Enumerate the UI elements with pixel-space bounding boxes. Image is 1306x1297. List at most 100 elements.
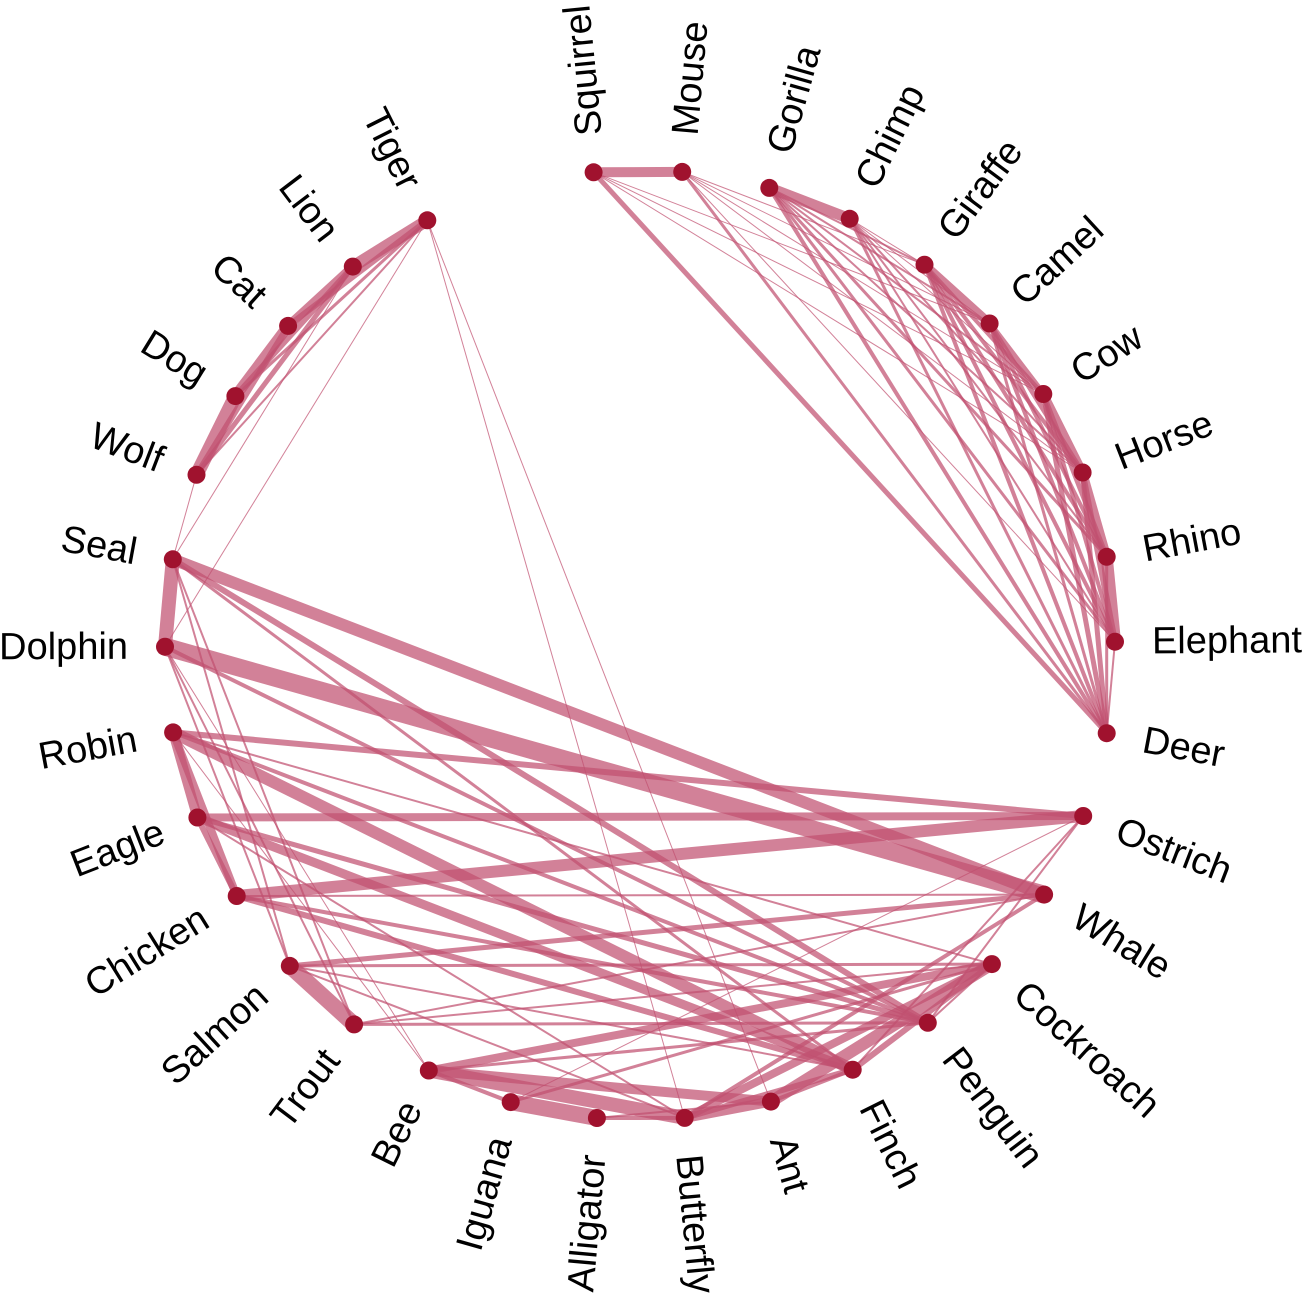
node-label-robin: Robin	[35, 719, 140, 779]
edge-cow-elephant	[1041, 393, 1117, 643]
node-label-horse: Horse	[1109, 403, 1219, 479]
edge-camel-deer	[988, 323, 1109, 734]
node-dog	[226, 387, 245, 406]
edge-butterfly-whale	[683, 892, 1046, 1120]
node-chicken	[227, 887, 246, 905]
edge-cow-deer	[1040, 393, 1110, 734]
edge-chimp-elephant	[848, 218, 1116, 643]
edge-robin-cockroach	[172, 731, 993, 966]
edge-bee-iguana	[428, 1068, 512, 1104]
edge-iguana-cockroach	[510, 962, 993, 1104]
node-seal	[163, 550, 182, 569]
nodes-layer	[156, 162, 1124, 1127]
edge-mouse-horse	[681, 171, 1083, 473]
node-label-bee: Bee	[363, 1094, 431, 1173]
node-gorilla	[760, 178, 779, 197]
edge-dolphin-penguin	[164, 644, 929, 1025]
node-alligator	[587, 1109, 606, 1127]
edge-robin-bee	[172, 732, 430, 1071]
node-label-cat: Cat	[203, 246, 275, 317]
node-iguana	[501, 1093, 520, 1112]
edge-bee-ant	[428, 1065, 772, 1107]
node-cockroach	[982, 955, 1001, 974]
node-label-whale: Whale	[1065, 896, 1179, 988]
node-label-dog: Dog	[134, 322, 215, 394]
edge-eagle-chicken	[194, 816, 240, 898]
edge-penguin-ostrich	[927, 815, 1084, 1024]
edge-trout-cockroach	[354, 963, 992, 1026]
edge-eagle-ostrich	[197, 812, 1084, 822]
node-penguin	[918, 1013, 937, 1032]
node-deer	[1097, 724, 1116, 743]
edge-robin-ostrich	[172, 729, 1084, 819]
edge-chicken-ostrich	[236, 810, 1084, 902]
node-label-rhino: Rhino	[1139, 511, 1244, 571]
node-label-chimp: Chimp	[847, 78, 933, 195]
node-label-cockroach: Cockroach	[1005, 973, 1168, 1126]
node-label-dolphin: Dolphin	[0, 626, 128, 668]
edge-chimp-giraffe	[849, 218, 925, 266]
edge-lion-wolf	[194, 265, 355, 477]
edge-lion-seal	[172, 266, 354, 560]
node-label-giraffe: Giraffe	[930, 132, 1032, 248]
edge-tiger-wolf	[195, 219, 429, 476]
node-camel	[980, 314, 999, 333]
edge-chimp-deer	[848, 218, 1109, 734]
edge-trout-penguin	[354, 1021, 928, 1026]
node-trout	[345, 1015, 364, 1034]
edge-dog-wolf	[190, 392, 242, 478]
node-label-cow: Cow	[1064, 316, 1151, 392]
node-label-tiger: Tiger	[354, 102, 430, 197]
node-label-trout: Trout	[263, 1041, 349, 1136]
edge-tiger-ant	[426, 220, 772, 1102]
edge-seal-trout	[171, 558, 356, 1025]
node-label-penguin: Penguin	[934, 1040, 1052, 1176]
node-horse	[1073, 463, 1092, 482]
edge-dolphin-salmon	[164, 646, 291, 967]
node-label-chicken: Chicken	[78, 898, 217, 1006]
edge-mouse-deer	[681, 170, 1108, 735]
edge-gorilla-deer	[767, 186, 1109, 735]
node-label-wolf: Wolf	[84, 415, 170, 481]
edge-seal-penguin	[171, 556, 930, 1026]
node-wolf	[187, 465, 206, 484]
node-whale	[1035, 885, 1054, 904]
edge-gorilla-chimp	[767, 182, 852, 224]
edge-seal-whale	[170, 553, 1047, 901]
edge-salmon-finch	[289, 964, 853, 1071]
edges-layer	[158, 166, 1121, 1126]
node-rhino	[1097, 547, 1116, 566]
edge-bee-penguin	[428, 1021, 928, 1072]
edge-penguin-cockroach	[927, 963, 993, 1024]
edge-iguana-alligator	[509, 1094, 599, 1126]
node-cat	[279, 316, 298, 335]
node-dolphin	[156, 637, 174, 656]
edge-salmon-cockroach	[289, 962, 992, 968]
edge-iguana-ostrich	[510, 815, 1084, 1103]
node-label-gorilla: Gorilla	[759, 40, 830, 158]
edge-gorilla-rhino	[768, 186, 1108, 558]
node-ant	[761, 1092, 780, 1111]
edge-eagle-penguin	[196, 815, 929, 1026]
node-butterfly	[675, 1108, 694, 1127]
edge-horse-deer	[1080, 472, 1110, 734]
edge-salmon-whale	[289, 892, 1045, 969]
node-label-lion: Lion	[270, 167, 347, 250]
edge-wolf-seal	[172, 474, 197, 560]
edge-eagle-butterfly	[196, 816, 686, 1119]
node-elephant	[1106, 632, 1124, 651]
node-eagle	[188, 808, 207, 827]
node-finch	[843, 1060, 862, 1079]
edge-mouse-elephant	[681, 171, 1116, 643]
node-label-ostrich: Ostrich	[1110, 810, 1237, 893]
edge-ant-finch	[770, 1067, 854, 1104]
node-tiger	[418, 211, 437, 230]
node-label-finch: Finch	[851, 1093, 930, 1195]
node-label-alligator: Alligator	[560, 1153, 614, 1294]
edge-robin-penguin	[172, 730, 929, 1025]
node-chimp	[840, 209, 859, 228]
edge-bee-cockroach	[428, 960, 993, 1075]
edge-trout-whale	[353, 893, 1045, 1026]
node-label-squirrel: Squirrel	[556, 3, 611, 137]
